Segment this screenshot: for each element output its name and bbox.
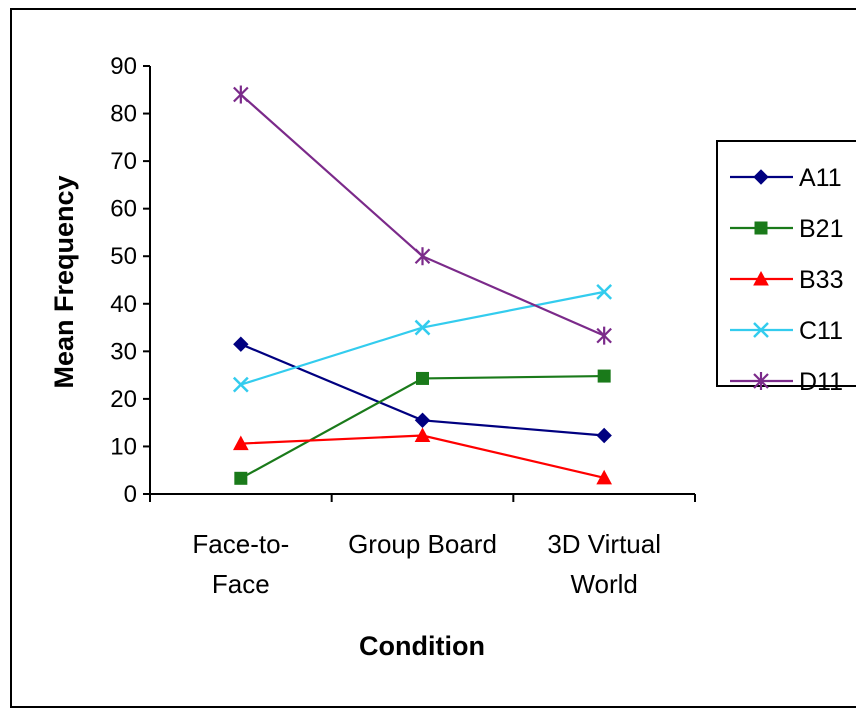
legend-item-b33: B33 [730, 266, 843, 294]
x-tick-label: Group Board [348, 529, 497, 559]
series-b33 [232, 427, 613, 485]
series-c11 [232, 284, 613, 393]
legend-item-b21: B21 [730, 215, 843, 243]
legend-label: C11 [799, 317, 843, 345]
y-tick-label: 10 [110, 433, 137, 460]
y-tick-label: 30 [110, 338, 137, 365]
legend-label: B33 [799, 266, 843, 294]
x-tick-label: 3D Virtual [547, 529, 661, 559]
legend-marker [754, 221, 768, 235]
x-tick-label: Face-to- [192, 529, 289, 559]
legend-marker [753, 322, 769, 338]
y-axis-title: Mean Frequency [49, 175, 79, 388]
series-d11 [233, 85, 612, 345]
data-point-d11 [596, 326, 612, 345]
y-tick-label: 0 [124, 481, 137, 508]
data-point-d11 [233, 85, 249, 104]
y-tick-label: 40 [110, 291, 137, 318]
data-point-b33 [596, 469, 613, 485]
series-a11 [233, 336, 612, 444]
legend-label: D11 [799, 368, 843, 396]
legend-marker-stroke [753, 322, 769, 338]
data-point-b33 [232, 435, 249, 451]
legend-label: A11 [799, 164, 842, 192]
y-tick-label: 50 [110, 243, 137, 270]
y-tick-label: 70 [110, 148, 137, 175]
data-point-c11-stroke [232, 376, 249, 393]
data-point-c11-stroke [596, 284, 613, 300]
data-point-b21 [416, 371, 429, 385]
series-line-c11 [240, 290, 605, 386]
legend-marker [753, 372, 769, 390]
data-point-b33 [414, 427, 431, 443]
legend-marker [753, 270, 769, 286]
legend-box [716, 140, 856, 387]
data-point-b21 [597, 369, 611, 383]
x-axis-title: Condition [359, 631, 485, 661]
legend-item-a11: A11 [730, 164, 842, 192]
data-point-a11 [596, 427, 612, 444]
data-point-c11 [232, 376, 249, 393]
data-point-c11 [596, 284, 613, 300]
data-point-c11-stroke [414, 319, 431, 336]
data-point-a11 [414, 412, 431, 428]
legend-item-d11: D11 [730, 368, 843, 396]
series-line-d11 [240, 93, 605, 337]
x-tick-label: Face [212, 569, 270, 599]
y-tick-label: 20 [110, 386, 137, 413]
y-tick-label: 90 [110, 53, 137, 80]
data-point-b21 [234, 471, 248, 485]
legend-item-c11: C11 [730, 317, 843, 345]
series-layer [232, 85, 613, 485]
legend-marker [753, 169, 769, 185]
legend: A11 B21 B33 C11 D11 [716, 140, 856, 396]
data-point-a11 [233, 336, 249, 352]
x-tick-label: World [570, 569, 637, 599]
data-point-c11 [414, 319, 431, 336]
y-tick-label: 80 [110, 101, 137, 128]
data-point-d11 [414, 247, 431, 266]
y-tick-label: 60 [110, 196, 137, 223]
series-b21 [234, 369, 611, 485]
axes: 0 10 20 30 40 50 60 70 80 90 Face-to- Face Group Boa… [110, 53, 696, 599]
legend-label: B21 [799, 215, 843, 243]
